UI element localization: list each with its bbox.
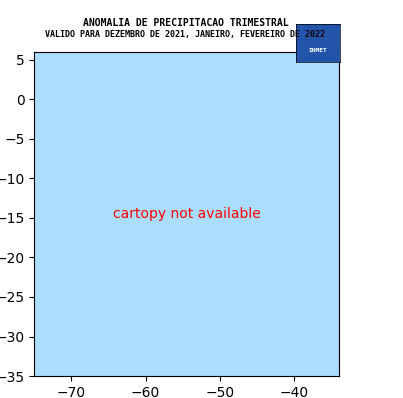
Text: VALIDO PARA DEZEMBRO DE 2021, JANEIRO, FEVEREIRO DE 2022: VALIDO PARA DEZEMBRO DE 2021, JANEIRO, F…	[46, 30, 325, 39]
Text: INMET: INMET	[309, 48, 327, 53]
Text: cartopy not available: cartopy not available	[112, 207, 260, 221]
Text: ANOMALIA DE PRECIPITACAO TRIMESTRAL: ANOMALIA DE PRECIPITACAO TRIMESTRAL	[83, 18, 288, 28]
